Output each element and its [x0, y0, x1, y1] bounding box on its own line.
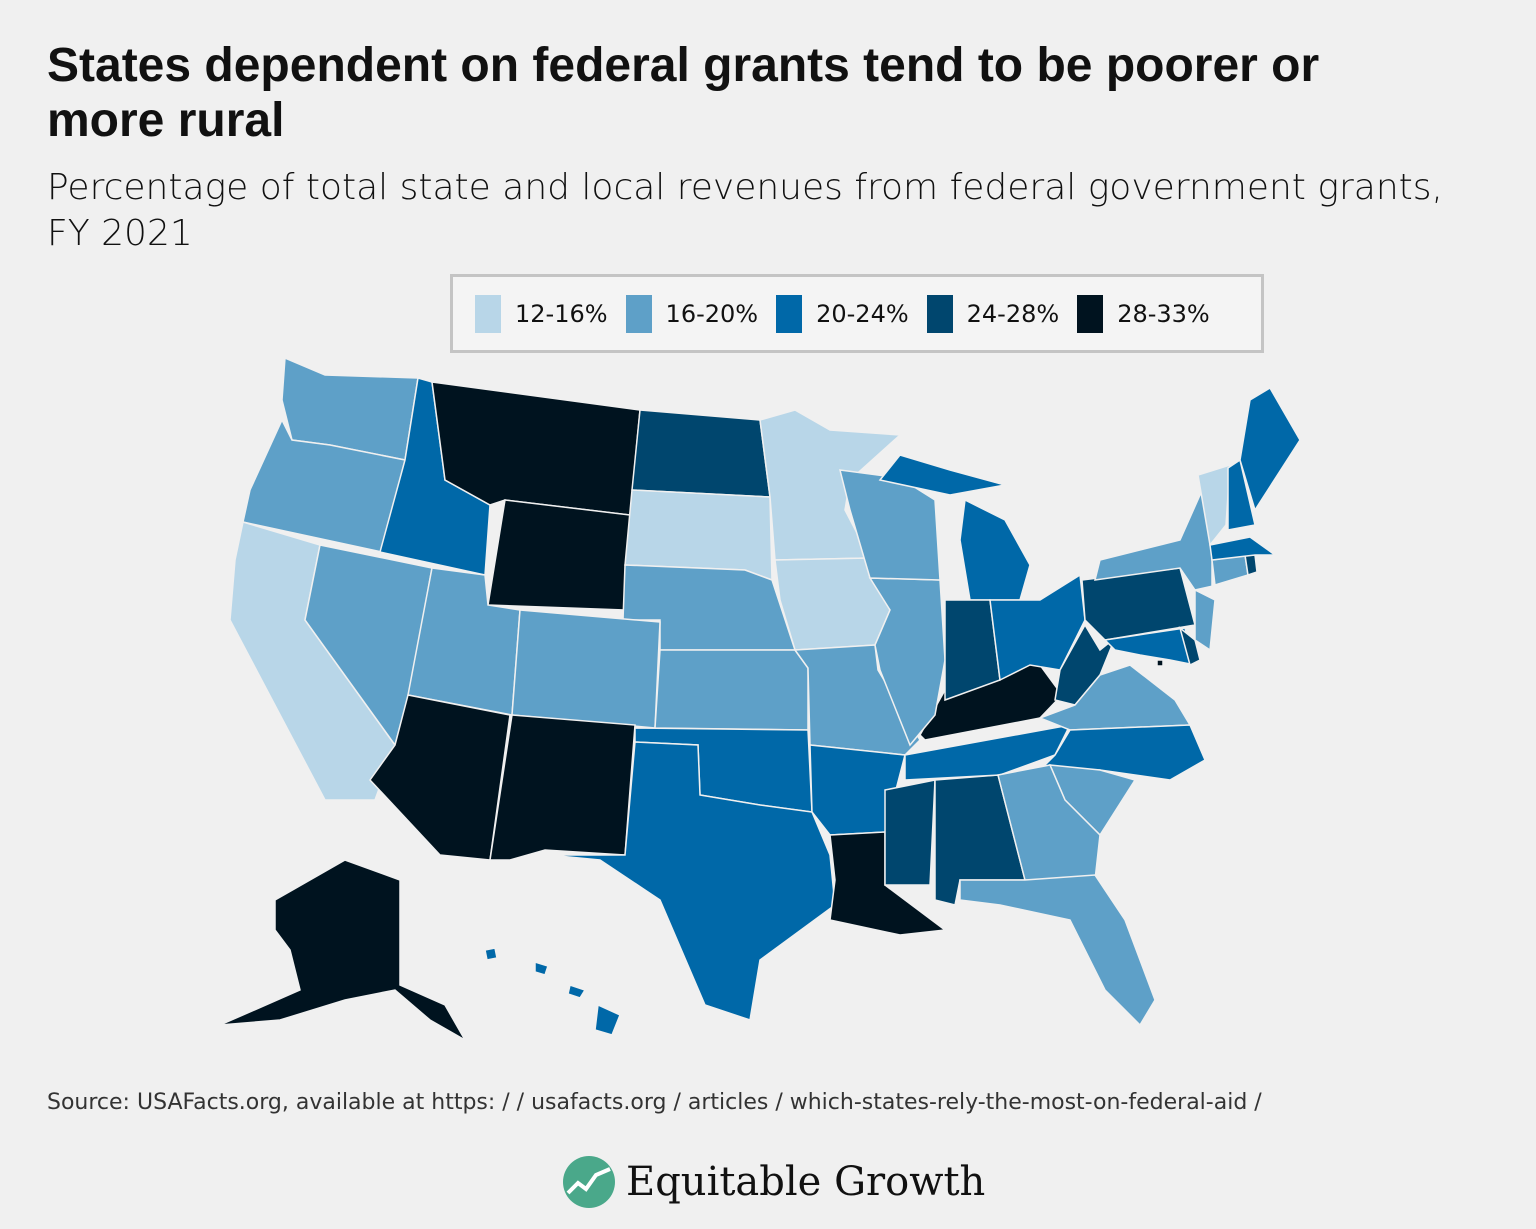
- legend-swatch: [776, 294, 803, 333]
- state-mi: [959, 498, 1031, 601]
- state-fl: [959, 874, 1156, 1027]
- legend-label: 24-28%: [966, 299, 1060, 328]
- source-note: Source: USAFacts.org, available at https…: [47, 1090, 1262, 1115]
- state-de: [1178, 625, 1201, 667]
- legend-label: 16-20%: [665, 299, 759, 328]
- state-wv: [1054, 623, 1117, 706]
- state-mi: [878, 454, 1006, 496]
- state-nh: [1227, 458, 1256, 531]
- state-tn: [904, 723, 1072, 781]
- state-ri: [1244, 554, 1258, 576]
- logo-icon: [563, 1156, 615, 1208]
- legend-swatch: [625, 294, 652, 333]
- state-hi: [594, 1003, 621, 1036]
- state-oh: [989, 573, 1086, 682]
- state-ma: [1209, 536, 1278, 561]
- state-md: [1103, 627, 1197, 666]
- legend-item: 20-24%: [776, 294, 909, 333]
- logo: Equitable Growth: [562, 1155, 985, 1209]
- legend-swatch: [475, 294, 501, 333]
- legend-swatch: [1077, 294, 1104, 333]
- state-nm: [489, 714, 636, 861]
- state-wy: [487, 499, 631, 611]
- state-vt: [1197, 463, 1231, 547]
- state-nj: [1194, 588, 1216, 652]
- state-me: [1239, 386, 1301, 512]
- chart-subtitle: Percentage of total state and local reve…: [47, 167, 1443, 254]
- legend-item: 28-33%: [1077, 294, 1210, 333]
- legend-swatch: [926, 294, 953, 333]
- state-dc: [1156, 659, 1164, 667]
- state-hi: [484, 947, 498, 961]
- legend-item: 12-16%: [475, 294, 608, 333]
- legend-label: 20-24%: [816, 299, 909, 328]
- state-tx: [547, 741, 836, 1021]
- chart-title: States dependent on federal grants tend …: [47, 39, 1320, 147]
- state-co: [511, 609, 661, 729]
- state-az: [369, 694, 511, 861]
- state-ms: [884, 779, 936, 886]
- state-hi: [534, 960, 549, 976]
- legend-label: 12-16%: [515, 299, 608, 328]
- logo-text: Equitable Growth: [626, 1159, 986, 1205]
- legend-label: 28-33%: [1117, 299, 1210, 328]
- state-nd: [631, 409, 771, 498]
- state-nc: [1038, 724, 1206, 781]
- state-ak: [219, 859, 468, 1043]
- legend: 12-16% 16-20% 20-24% 24-28% 28-33%: [450, 274, 1264, 353]
- state-ks: [654, 649, 809, 731]
- legend-item: 24-28%: [926, 294, 1060, 333]
- state-hi: [567, 984, 587, 999]
- state-il: [868, 577, 946, 747]
- legend-item: 16-20%: [625, 294, 759, 333]
